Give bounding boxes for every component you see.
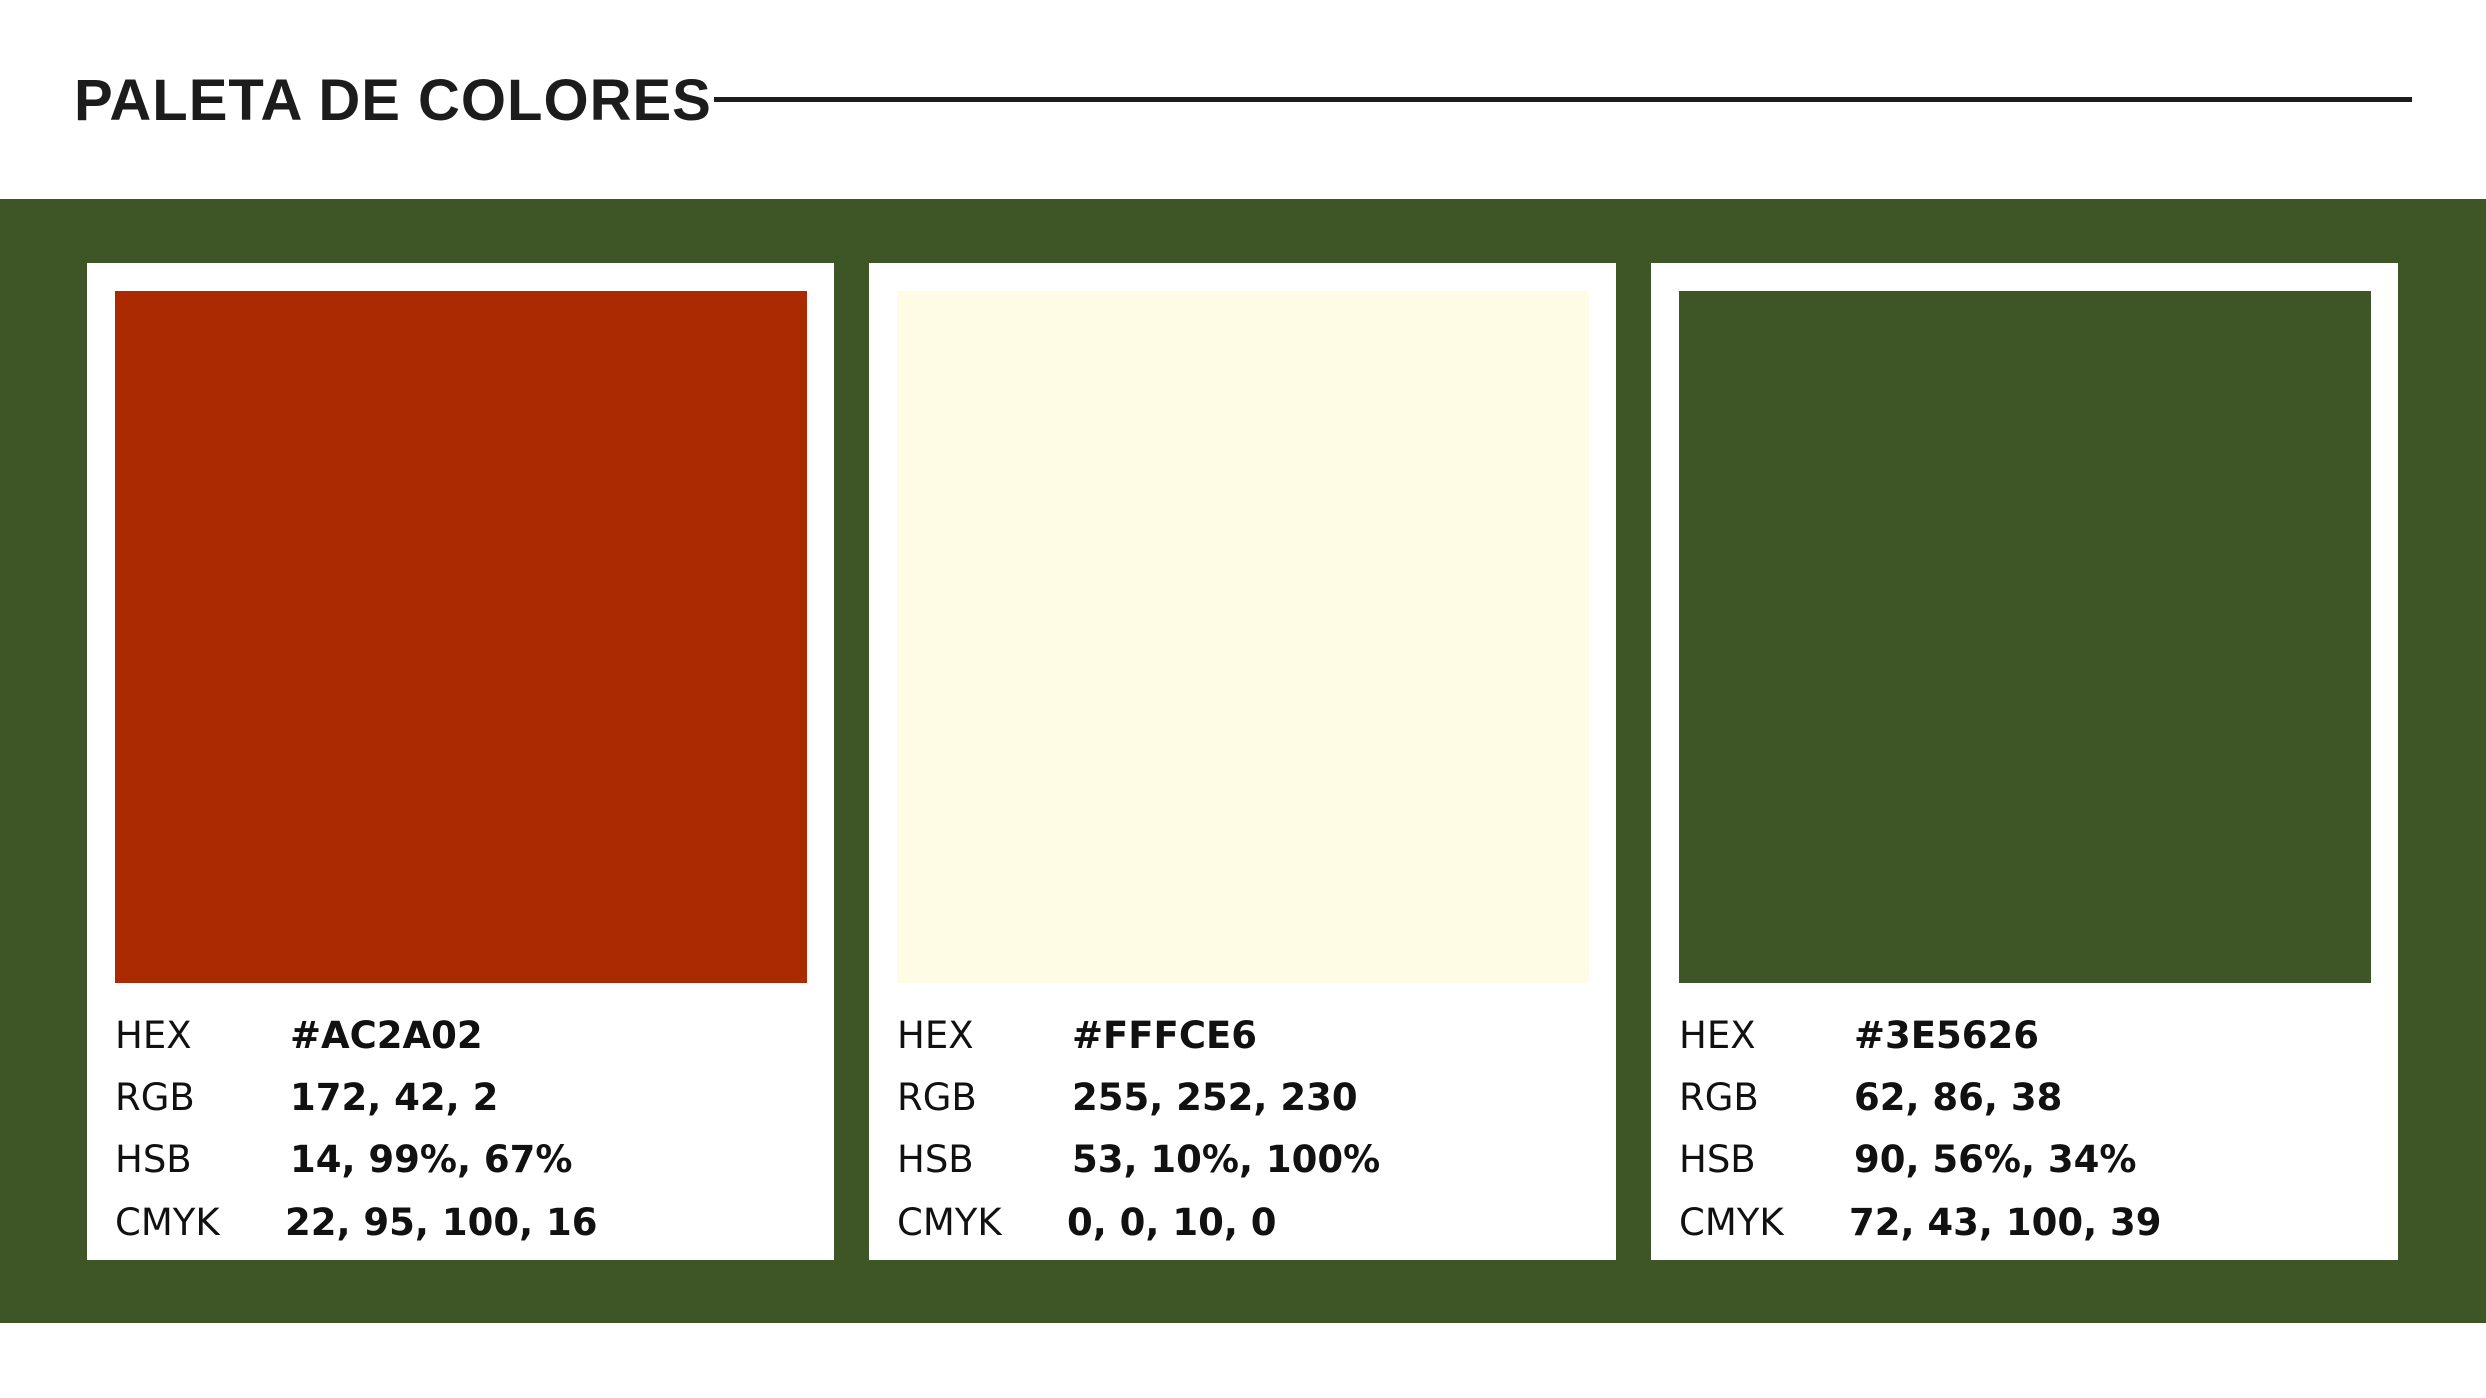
hsb-label: HSB bbox=[115, 1138, 192, 1181]
hex-value: #FFFCE6 bbox=[1072, 1014, 1257, 1057]
rgb-value: 62, 86, 38 bbox=[1854, 1076, 2063, 1119]
rgb-row: RGB 172, 42, 2 bbox=[115, 1073, 815, 1123]
cmyk-row: CMYK 0, 0, 10, 0 bbox=[897, 1198, 1597, 1248]
hsb-value: 90, 56%, 34% bbox=[1854, 1138, 2137, 1181]
cmyk-label: CMYK bbox=[897, 1201, 1002, 1244]
color-swatch bbox=[1679, 291, 2371, 983]
hex-value: #AC2A02 bbox=[290, 1014, 483, 1057]
hsb-row: HSB 90, 56%, 34% bbox=[1679, 1135, 2379, 1185]
hsb-row: HSB 14, 99%, 67% bbox=[115, 1135, 815, 1185]
rgb-value: 255, 252, 230 bbox=[1072, 1076, 1358, 1119]
cmyk-row: CMYK 72, 43, 100, 39 bbox=[1679, 1198, 2379, 1248]
color-card-red: HEX #AC2A02 RGB 172, 42, 2 HSB 14, 99%, … bbox=[87, 263, 834, 1260]
hsb-value: 53, 10%, 100% bbox=[1072, 1138, 1381, 1181]
rgb-row: RGB 62, 86, 38 bbox=[1679, 1073, 2379, 1123]
cmyk-label: CMYK bbox=[1679, 1201, 1784, 1244]
cmyk-label: CMYK bbox=[115, 1201, 220, 1244]
rgb-label: RGB bbox=[115, 1076, 195, 1119]
rgb-label: RGB bbox=[1679, 1076, 1759, 1119]
cmyk-value: 0, 0, 10, 0 bbox=[1067, 1201, 1277, 1244]
hex-value: #3E5626 bbox=[1854, 1014, 2039, 1057]
rgb-label: RGB bbox=[897, 1076, 977, 1119]
hex-row: HEX #AC2A02 bbox=[115, 1011, 815, 1061]
hsb-label: HSB bbox=[1679, 1138, 1756, 1181]
cmyk-value: 22, 95, 100, 16 bbox=[285, 1201, 598, 1244]
hsb-value: 14, 99%, 67% bbox=[290, 1138, 573, 1181]
color-swatch bbox=[115, 291, 807, 983]
hsb-row: HSB 53, 10%, 100% bbox=[897, 1135, 1597, 1185]
hex-label: HEX bbox=[1679, 1014, 1756, 1057]
title-divider bbox=[714, 97, 2412, 102]
color-swatch bbox=[897, 291, 1589, 983]
hsb-label: HSB bbox=[897, 1138, 974, 1181]
rgb-value: 172, 42, 2 bbox=[290, 1076, 499, 1119]
hex-row: HEX #FFFCE6 bbox=[897, 1011, 1597, 1061]
hex-label: HEX bbox=[115, 1014, 192, 1057]
color-card-cream: HEX #FFFCE6 RGB 255, 252, 230 HSB 53, 10… bbox=[869, 263, 1616, 1260]
cmyk-value: 72, 43, 100, 39 bbox=[1849, 1201, 2162, 1244]
page-title: PALETA DE COLORES bbox=[74, 68, 712, 133]
color-card-green: HEX #3E5626 RGB 62, 86, 38 HSB 90, 56%, … bbox=[1651, 263, 2398, 1260]
rgb-row: RGB 255, 252, 230 bbox=[897, 1073, 1597, 1123]
hex-label: HEX bbox=[897, 1014, 974, 1057]
cmyk-row: CMYK 22, 95, 100, 16 bbox=[115, 1198, 815, 1248]
hex-row: HEX #3E5626 bbox=[1679, 1011, 2379, 1061]
